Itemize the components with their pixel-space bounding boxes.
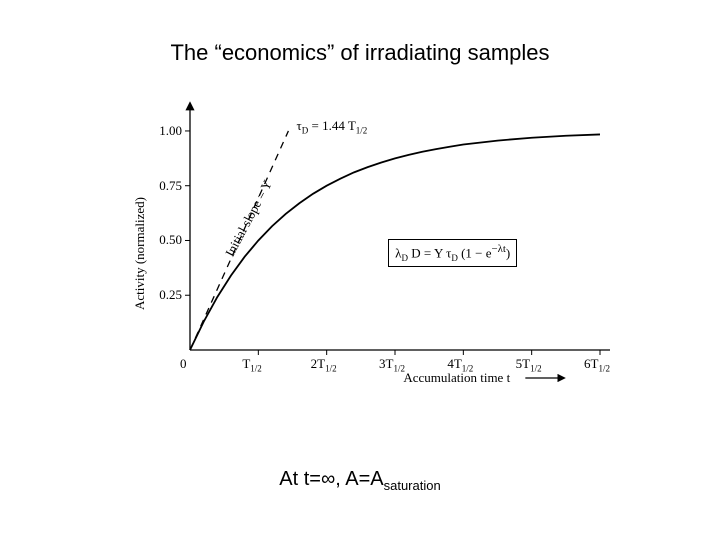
y-tick-label: 0.25 (159, 287, 182, 303)
y-tick-label: 0.75 (159, 178, 182, 194)
x-tick-label: 5T1/2 (516, 356, 542, 374)
x-tick-label: 6T1/2 (584, 356, 610, 374)
page-title: The “economics” of irradiating samples (0, 40, 720, 66)
tau-annotation: τD = 1.44 T1/2 (297, 118, 368, 136)
y-tick-label: 1.00 (159, 123, 182, 139)
caption: At t=∞, A=Asaturation (0, 468, 720, 493)
origin-label: 0 (180, 356, 187, 372)
x-axis-label: Accumulation time t (403, 370, 510, 386)
x-tick-label: T1/2 (242, 356, 261, 374)
y-tick-label: 0.50 (159, 232, 182, 248)
x-tick-label: 2T1/2 (311, 356, 337, 374)
x-tick-label: 3T1/2 (379, 356, 405, 374)
activity-saturation-chart: 0.250.500.751.000T1/22T1/23T1/24T1/25T1/… (100, 90, 620, 410)
y-axis-label: Activity (normalized) (132, 197, 148, 310)
equation-annotation: λD D = Y τD (1 − e−λt) (388, 239, 517, 267)
